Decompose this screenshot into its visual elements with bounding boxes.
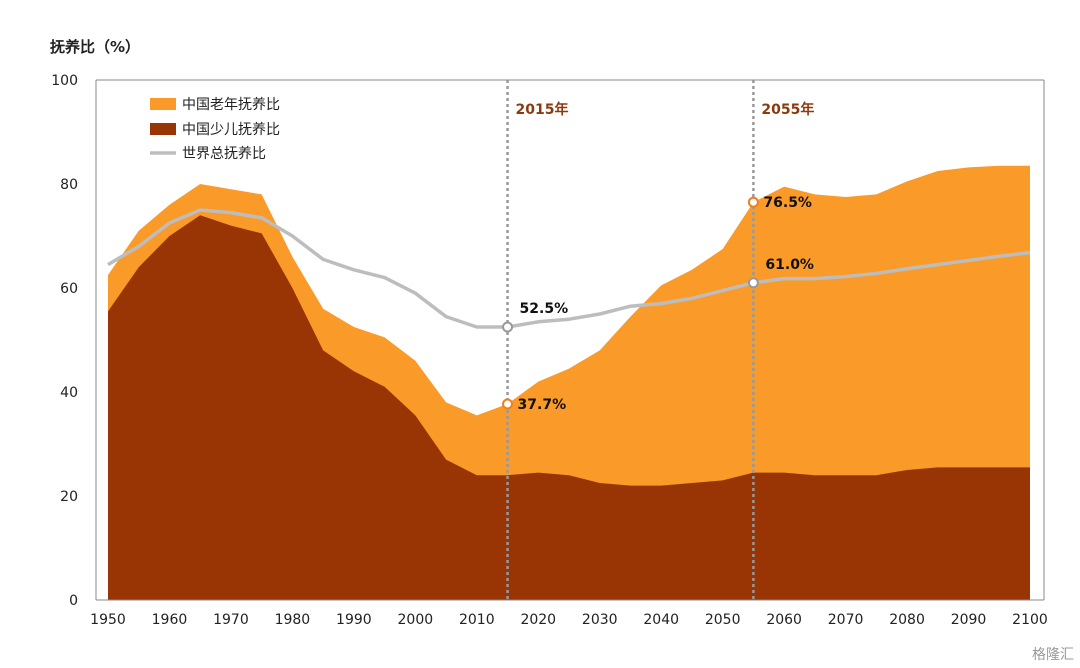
y-tick-label: 20 xyxy=(60,489,78,505)
legend-swatch xyxy=(150,123,176,135)
annotation-label: 37.7% xyxy=(518,397,567,413)
annotation-point xyxy=(747,277,759,289)
x-tick-label: 2000 xyxy=(398,612,434,628)
legend-label: 世界总抚养比 xyxy=(182,146,266,162)
x-tick-label: 2090 xyxy=(951,612,987,628)
x-tick-label: 1970 xyxy=(213,612,249,628)
y-tick-label: 40 xyxy=(60,385,78,401)
annotation-point xyxy=(502,321,514,333)
x-tick-label: 2010 xyxy=(459,612,495,628)
x-tick-label: 2050 xyxy=(705,612,741,628)
x-tick-label: 2100 xyxy=(1012,612,1048,628)
series-area-youth xyxy=(108,215,1030,600)
annotation-label: 52.5% xyxy=(520,301,569,317)
x-tick-label: 1990 xyxy=(336,612,372,628)
x-tick-label: 2060 xyxy=(766,612,802,628)
x-tick-label: 2020 xyxy=(520,612,556,628)
y-axis-label: 抚养比（%） xyxy=(50,38,140,56)
watermark: 格隆汇 xyxy=(1032,647,1074,663)
y-tick-label: 60 xyxy=(60,281,78,297)
x-tick-label: 2070 xyxy=(828,612,864,628)
x-tick-label: 2030 xyxy=(582,612,618,628)
marker-label: 2055年 xyxy=(761,101,814,118)
x-tick-label: 1950 xyxy=(90,612,126,628)
x-tick-label: 2080 xyxy=(889,612,925,628)
y-tick-label: 100 xyxy=(51,73,78,89)
legend-label: 中国老年抚养比 xyxy=(182,97,280,113)
annotation-point xyxy=(502,398,514,410)
legend-label: 中国少儿抚养比 xyxy=(182,122,280,138)
x-tick-label: 2040 xyxy=(643,612,679,628)
x-tick-label: 1980 xyxy=(275,612,311,628)
y-tick-label: 80 xyxy=(60,177,78,193)
legend-swatch xyxy=(150,98,176,110)
x-tick-label: 1960 xyxy=(152,612,188,628)
annotation-label: 61.0% xyxy=(765,257,814,273)
annotation-label: 76.5% xyxy=(763,195,812,211)
y-tick-label: 0 xyxy=(69,593,78,609)
annotation-point xyxy=(747,196,759,208)
series-line-world xyxy=(107,208,1031,329)
marker-label: 2015年 xyxy=(516,101,569,118)
